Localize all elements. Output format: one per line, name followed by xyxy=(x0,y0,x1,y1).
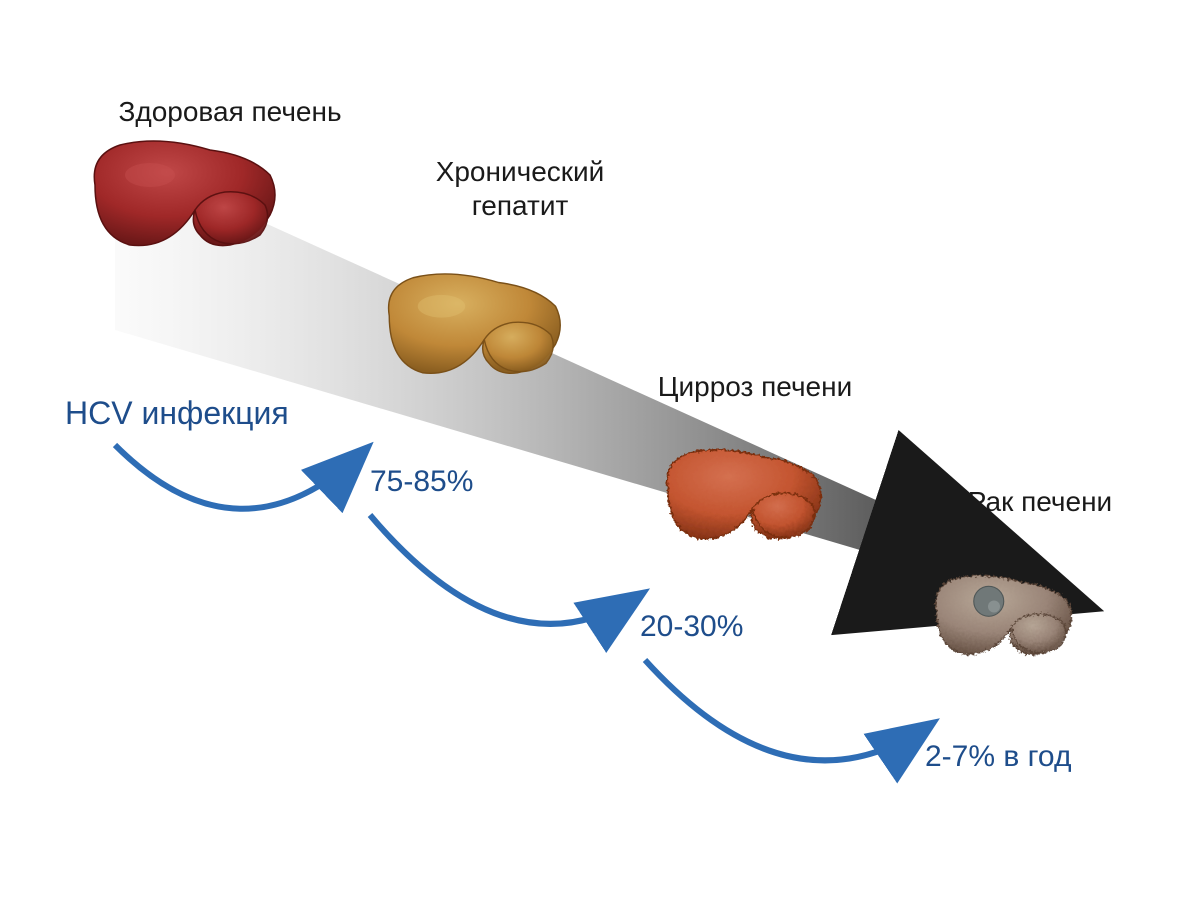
percentage-2: 20-30% xyxy=(640,610,743,644)
percentage-3: 2-7% в год xyxy=(925,740,1071,774)
arrow-3 xyxy=(645,660,930,760)
percentage-1: 75-85% xyxy=(370,465,473,499)
liver-progression-diagram: Здоровая печень Хронический гепатит Цирр… xyxy=(0,0,1200,900)
arrow-1 xyxy=(115,445,365,509)
label-cirrhosis: Цирроз печени xyxy=(640,370,870,404)
hcv-infection-label: HCV инфекция xyxy=(65,395,289,432)
label-chronic-text: Хронический гепатит xyxy=(436,156,605,221)
label-cancer: Рак печени xyxy=(940,485,1140,519)
label-chronic: Хронический гепатит xyxy=(410,155,630,222)
label-healthy: Здоровая печень xyxy=(100,95,360,129)
liver-cirrhosis xyxy=(667,450,821,539)
arrow-2 xyxy=(370,515,640,624)
